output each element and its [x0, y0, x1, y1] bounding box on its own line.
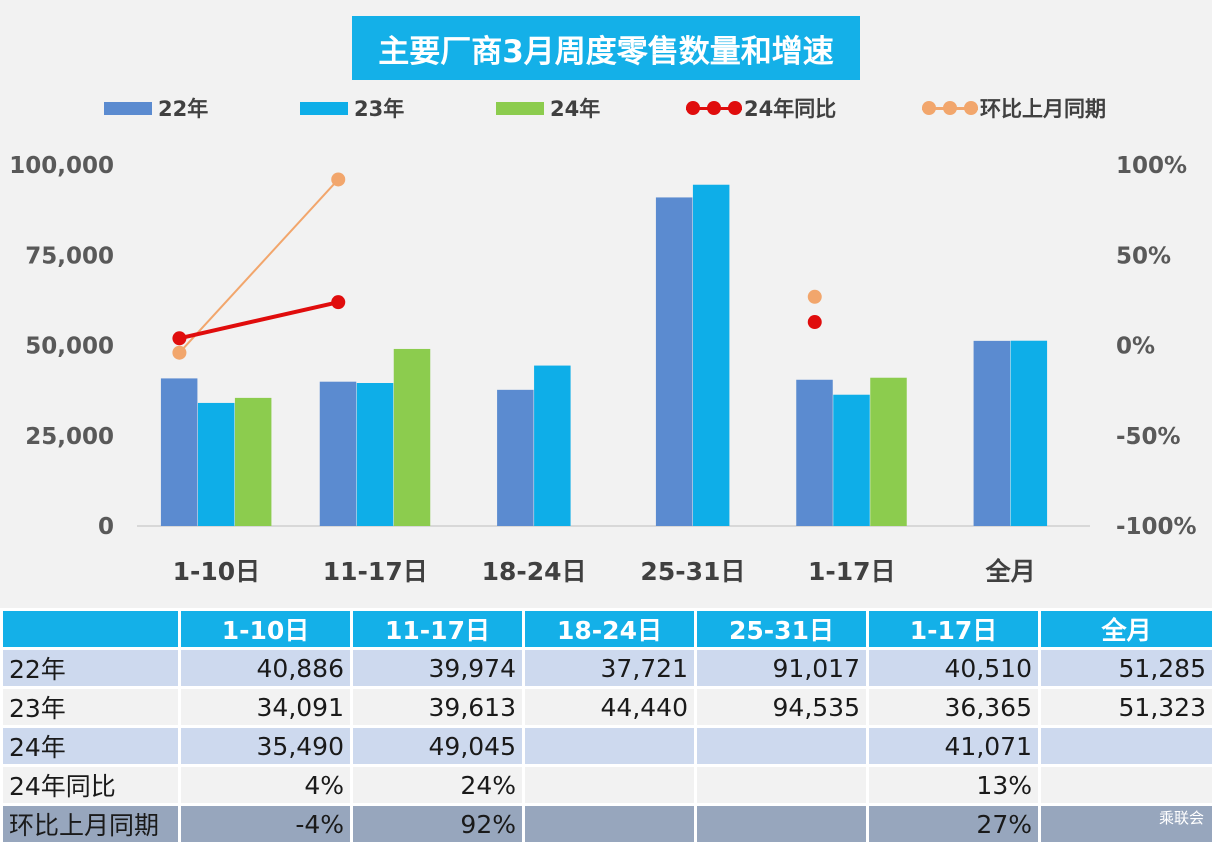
- y-left-tick-label: 75,000: [25, 243, 114, 269]
- legend-item-yoy: 24年同比: [686, 88, 836, 128]
- point-yoy: [331, 295, 345, 309]
- table-header-cell: 全月: [1040, 610, 1212, 649]
- row-label: 24年同比: [2, 766, 180, 805]
- legend-swatch-24: [496, 102, 544, 115]
- row-label: 22年: [2, 649, 180, 688]
- table-cell: 39,974: [352, 649, 524, 688]
- legend-line-yoy: [686, 98, 742, 118]
- bar-23年: [357, 383, 394, 526]
- bar-22年: [974, 341, 1011, 526]
- point-yoy: [172, 331, 186, 345]
- legend-label-mom: 环比上月同期: [980, 93, 1106, 123]
- table-header-cell: 11-17日: [352, 610, 524, 649]
- table-cell: 41,071: [868, 727, 1040, 766]
- x-tick-label: 全月: [985, 557, 1036, 586]
- y-left-tick-label: 0: [98, 514, 114, 540]
- watermark: 乘联会: [1159, 807, 1204, 828]
- bar-24年: [870, 378, 907, 526]
- table-cell: [1040, 766, 1212, 805]
- bar-23年: [693, 185, 730, 526]
- table-row-24: 24年 35,490 49,045 41,071: [2, 727, 1212, 766]
- y-right-tick-label: 0%: [1116, 334, 1155, 360]
- bar-22年: [656, 197, 693, 526]
- table-cell: [1040, 727, 1212, 766]
- legend-label-24: 24年: [550, 93, 600, 123]
- bar-22年: [320, 382, 357, 526]
- legend-swatch-23: [300, 102, 348, 115]
- table-cell: 36,365: [868, 688, 1040, 727]
- legend-label-23: 23年: [354, 93, 404, 123]
- y-left-tick-label: 25,000: [25, 424, 114, 450]
- y-right-tick-label: -100%: [1116, 514, 1197, 540]
- table-cell: 40,510: [868, 649, 1040, 688]
- bar-22年: [796, 380, 833, 526]
- row-label: 24年: [2, 727, 180, 766]
- x-tick-label: 18-24日: [482, 557, 587, 586]
- table-cell: 91,017: [696, 649, 868, 688]
- bar-22年: [497, 390, 534, 526]
- bar-24年: [235, 398, 272, 526]
- table-cell: [696, 766, 868, 805]
- legend-item-mom: 环比上月同期: [922, 88, 1106, 128]
- legend-label-yoy: 24年同比: [744, 93, 836, 123]
- line-segment-mom: [179, 179, 338, 352]
- chart-title: 主要厂商3月周度零售数量和增速: [352, 16, 860, 80]
- table-cell: [524, 766, 696, 805]
- table-row-yoy: 24年同比 4% 24% 13%: [2, 766, 1212, 805]
- point-yoy: [808, 315, 822, 329]
- point-mom: [808, 290, 822, 304]
- legend-item-24: 24年: [496, 88, 600, 128]
- table-cell: 51,323: [1040, 688, 1212, 727]
- table-cell: 40,886: [180, 649, 352, 688]
- chart-legend: 22年 23年 24年 24年同比 环比上月: [0, 88, 1212, 128]
- table-row-23: 23年 34,091 39,613 44,440 94,535 36,365 5…: [2, 688, 1212, 727]
- point-mom: [331, 172, 345, 186]
- x-tick-label: 25-31日: [640, 557, 745, 586]
- bar-23年: [534, 366, 571, 526]
- y-right-tick-label: -50%: [1116, 424, 1181, 450]
- table-cell: 49,045: [352, 727, 524, 766]
- table-header-cell: 1-10日: [180, 610, 352, 649]
- x-tick-label: 1-17日: [808, 557, 896, 586]
- y-left-tick-label: 50,000: [25, 334, 114, 360]
- legend-item-22: 22年: [104, 88, 208, 128]
- table-cell: [696, 727, 868, 766]
- table-cell: 44,440: [524, 688, 696, 727]
- point-mom: [172, 346, 186, 360]
- table-cell: 34,091: [180, 688, 352, 727]
- bar-23年: [833, 395, 870, 526]
- table-header-cell: 1-17日: [868, 610, 1040, 649]
- chart-area: 0 25,000 50,000 75,000 100,000 -100% -50% 0% 50%…: [0, 0, 1212, 606]
- table-header-row: 1-10日 11-17日 18-24日 25-31日 1-17日 全月: [2, 610, 1212, 649]
- data-table: 1-10日 11-17日 18-24日 25-31日 1-17日 全月 22年 …: [0, 608, 1212, 845]
- row-label: 23年: [2, 688, 180, 727]
- table-cell: 37,721: [524, 649, 696, 688]
- table-cell: 4%: [180, 766, 352, 805]
- table-cell: 24%: [352, 766, 524, 805]
- legend-swatch-22: [104, 102, 152, 115]
- table-cell: 13%: [868, 766, 1040, 805]
- table-cell: 35,490: [180, 727, 352, 766]
- bar-24年: [394, 349, 431, 526]
- bar-22年: [161, 378, 198, 526]
- table-cell: 51,285: [1040, 649, 1212, 688]
- bar-23年: [198, 403, 235, 526]
- bar-23年: [1011, 341, 1047, 526]
- y-right-tick-label: 100%: [1116, 153, 1187, 179]
- y-left-tick-label: 100,000: [9, 153, 114, 179]
- x-tick-label: 1-10日: [173, 557, 261, 586]
- line-segment-yoy: [179, 302, 338, 338]
- x-tick-label: 11-17日: [323, 557, 428, 586]
- legend-item-23: 23年: [300, 88, 404, 128]
- table-cell: [524, 727, 696, 766]
- table-cell: 94,535: [696, 688, 868, 727]
- table-header-cell: 25-31日: [696, 610, 868, 649]
- y-right-tick-label: 50%: [1116, 243, 1171, 269]
- table-cell: 39,613: [352, 688, 524, 727]
- table-header-cell: [2, 610, 180, 649]
- legend-line-mom: [922, 98, 978, 118]
- table-header-cell: 18-24日: [524, 610, 696, 649]
- legend-label-22: 22年: [158, 93, 208, 123]
- table-row-22: 22年 40,886 39,974 37,721 91,017 40,510 5…: [2, 649, 1212, 688]
